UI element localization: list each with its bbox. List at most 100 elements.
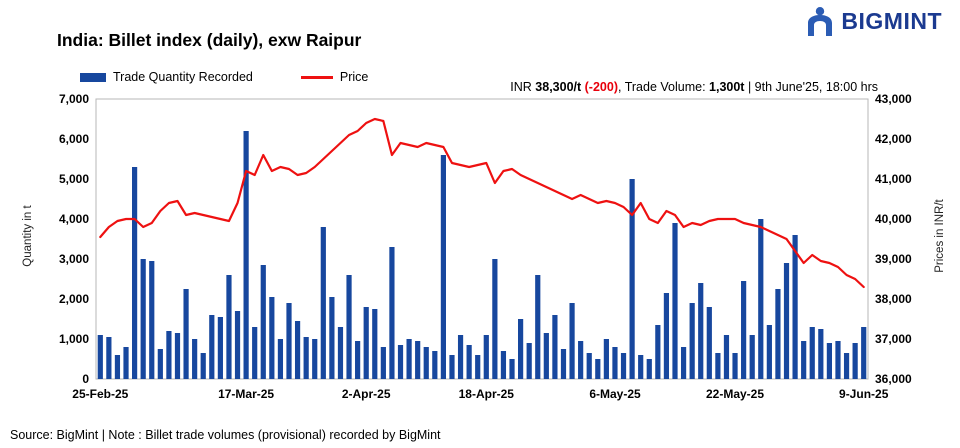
quantity-bar	[826, 343, 832, 379]
right-axis-tick: 36,000	[875, 372, 912, 386]
legend-label-price: Price	[339, 70, 369, 84]
quantity-bar	[620, 353, 627, 379]
right-axis-tick: 43,000	[875, 92, 912, 106]
quantity-bar	[818, 329, 824, 379]
quantity-bar	[415, 341, 421, 379]
quantity-bar	[672, 223, 678, 379]
quantity-bar	[766, 325, 772, 379]
quantity-bar	[861, 327, 867, 379]
quantity-bar	[775, 289, 781, 379]
quantity-bar	[389, 247, 395, 379]
quantity-bar	[698, 283, 704, 379]
quantity-bar	[226, 275, 232, 379]
source-note: Source: BigMint | Note : Billet trade vo…	[10, 428, 441, 442]
quantity-bar	[801, 341, 807, 379]
quantity-bar	[852, 343, 858, 379]
right-axis-tick: 40,000	[875, 212, 912, 226]
left-axis-tick: 5,000	[59, 172, 89, 186]
quantity-bar	[509, 359, 515, 379]
quantity-bar	[595, 359, 601, 379]
quantity-bar	[783, 263, 790, 379]
quantity-bar	[149, 261, 155, 379]
left-axis-tick: 2,000	[59, 292, 89, 306]
quantity-bar	[663, 293, 670, 379]
quantity-bar	[449, 355, 455, 379]
quantity-bar	[483, 335, 489, 379]
x-axis-tick: 22-May-25	[706, 387, 764, 401]
quantity-bar	[835, 341, 841, 379]
quantity-bar	[715, 353, 721, 379]
quantity-bar	[200, 353, 206, 379]
quantity-bar	[535, 275, 541, 379]
quantity-bar	[492, 259, 498, 379]
quantity-bar	[749, 335, 755, 379]
legend: Trade Quantity Recorded Price	[80, 70, 368, 84]
quantity-bar	[732, 353, 738, 379]
quantity-bar	[423, 347, 429, 379]
right-axis-tick: 39,000	[875, 252, 912, 266]
quantity-bar	[157, 349, 163, 379]
quantity-bar	[569, 303, 575, 379]
quantity-bar	[217, 317, 223, 379]
quantity-bar	[209, 315, 215, 379]
quantity-bar	[500, 351, 507, 379]
quantity-bar	[518, 319, 524, 379]
legend-item-quantity: Trade Quantity Recorded	[80, 70, 253, 84]
quantity-bar	[792, 235, 798, 379]
quantity-bar	[680, 347, 687, 379]
left-axis-tick: 1,000	[59, 332, 89, 346]
quantity-bar	[689, 303, 695, 379]
quantity-bar	[97, 335, 103, 379]
quantity-bar	[123, 347, 129, 379]
bar-swatch-icon	[80, 72, 106, 82]
x-axis-tick: 25-Feb-25	[72, 387, 128, 401]
left-axis-tick: 4,000	[59, 212, 89, 226]
quantity-bar	[629, 179, 635, 379]
quantity-bar	[457, 335, 464, 379]
line-swatch-icon	[300, 75, 333, 79]
quantity-bar	[303, 337, 309, 379]
annotation-change: (-200)	[581, 80, 618, 94]
plot-border	[95, 98, 869, 380]
quantity-bar	[560, 349, 567, 379]
annotation-suffix: | 9th June'25, 18:00 hrs	[744, 80, 878, 94]
quantity-bar	[294, 321, 301, 379]
legend-label-quantity: Trade Quantity Recorded	[113, 70, 253, 84]
quantity-bar	[252, 327, 258, 379]
quantity-bar	[243, 131, 249, 379]
quantity-bar	[174, 333, 181, 379]
quantity-bar	[337, 327, 344, 379]
quantity-bar	[706, 307, 712, 379]
quantity-bar	[723, 335, 730, 379]
quantity-bar	[363, 307, 369, 379]
quantity-bar	[552, 315, 558, 379]
x-axis-tick: 6-May-25	[589, 387, 641, 401]
quantity-bar	[603, 339, 609, 379]
x-axis-tick: 2-Apr-25	[342, 387, 391, 401]
bigmint-logo-icon	[808, 7, 833, 36]
left-axis-tick: 7,000	[59, 92, 89, 106]
quantity-bar	[329, 297, 335, 379]
x-axis-tick: 17-Mar-25	[218, 387, 274, 401]
quantity-bar	[843, 353, 850, 379]
quantity-bar	[286, 303, 292, 379]
right-axis-tick: 42,000	[875, 132, 912, 146]
quantity-bar	[809, 327, 815, 379]
quantity-bar	[586, 353, 592, 379]
quantity-bar	[234, 311, 241, 379]
quantity-bar	[432, 351, 438, 379]
quantity-bar	[372, 309, 378, 379]
left-axis-tick: 3,000	[59, 252, 89, 266]
chart-title: India: Billet index (daily), exw Raipur	[57, 30, 362, 50]
price-line	[99, 117, 865, 289]
chart-canvas: 0 1,000 2,000 3,000 4,000 5,000 6,000 7,000 36,0…	[59, 92, 912, 401]
bigmint-logo-text: BIGMINT	[841, 7, 942, 34]
quantity-bar	[526, 343, 532, 379]
quantity-bar	[106, 337, 112, 379]
quantity-bar	[140, 259, 146, 379]
quantity-bar	[543, 333, 549, 379]
quantity-bar	[646, 359, 652, 379]
quantity-bar	[277, 339, 284, 379]
quantity-bar	[440, 155, 446, 379]
right-axis-tick: 37,000	[875, 332, 912, 346]
